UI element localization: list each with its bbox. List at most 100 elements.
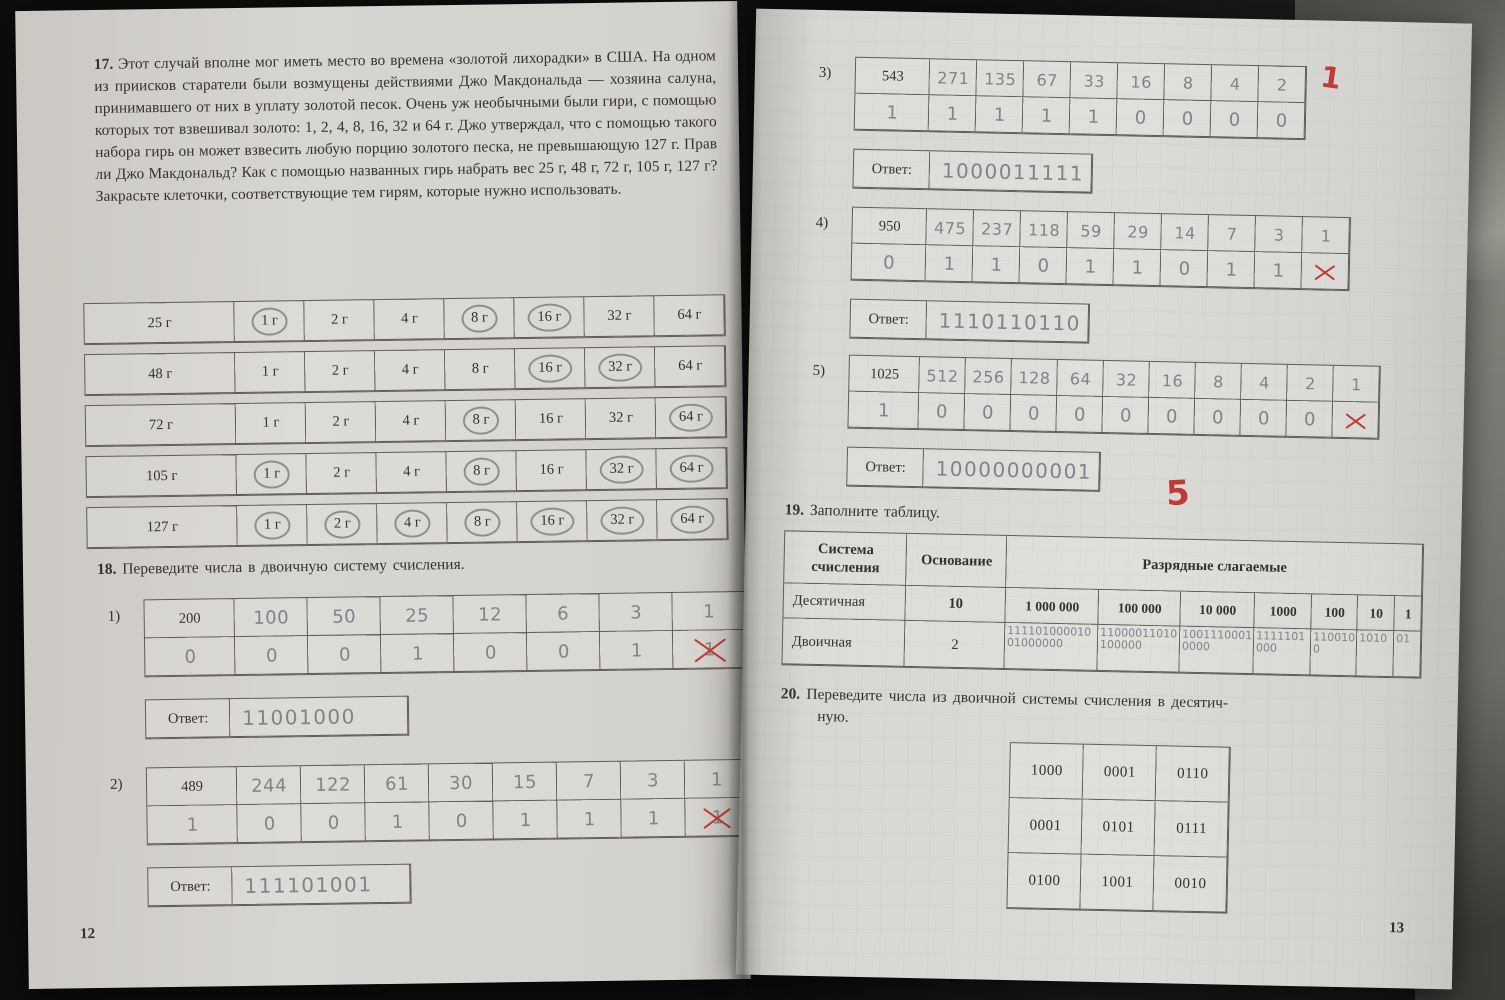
problem-19-number: 19. bbox=[784, 501, 805, 519]
base-cell: 10 bbox=[905, 586, 1006, 623]
weight-cell: 8 г bbox=[446, 451, 517, 492]
bit-value: 0 bbox=[1181, 108, 1194, 130]
bit-value: 1 bbox=[990, 254, 1003, 276]
bit-cell: 0 bbox=[1020, 247, 1068, 284]
half-value-cell: 14 bbox=[1161, 214, 1209, 251]
half-value-cell: 2 bbox=[1258, 66, 1306, 103]
bit-cell: 0 bbox=[237, 804, 302, 843]
bit-value: 0 bbox=[1165, 405, 1178, 428]
bit-value: 0 bbox=[935, 400, 948, 423]
weight-label: 1 г bbox=[262, 414, 280, 431]
given-number-cell: 200 bbox=[144, 599, 235, 638]
bit-value: 1 bbox=[186, 814, 199, 836]
half-value-cell: 237 bbox=[973, 210, 1021, 247]
bit-cell: 1 bbox=[1023, 97, 1071, 134]
bit-value: 0 bbox=[455, 810, 468, 832]
weight-label: 2 г bbox=[333, 464, 351, 481]
problem-18-text: Переведите числа в двоичную систему счис… bbox=[122, 555, 465, 578]
half-value-cell: 30 bbox=[429, 763, 494, 802]
division-table-3: 543 271 135 67 33 16 8 4 2 1 1 1 1 1 0 0 0 0 bbox=[853, 56, 1308, 141]
given-number-cell: 1025 bbox=[849, 356, 920, 393]
weights-table: 25 г 1 г 2 г 4 г 8 г 16 г 32 г 64 г 48 г 1 г 2 … bbox=[83, 294, 729, 558]
bit-cell: 1 bbox=[1207, 251, 1255, 288]
bit-value: 0 bbox=[1037, 255, 1050, 277]
weight-cell: 8 г bbox=[444, 298, 515, 339]
weights-row: 25 г 1 г 2 г 4 г 8 г 16 г 32 г 64 г bbox=[83, 294, 726, 346]
binary-number-cell: 1000 bbox=[1010, 743, 1084, 800]
bit-cell: 0 bbox=[1258, 102, 1306, 139]
half-value-cell: 3 bbox=[599, 593, 673, 632]
weight-label: 4 г bbox=[402, 412, 420, 429]
half-value-cell: 12 bbox=[453, 595, 527, 634]
weight-target: 105 г bbox=[86, 455, 237, 497]
exercise-5-label: 5) bbox=[812, 362, 826, 380]
bit-value: 1 bbox=[993, 104, 1006, 126]
weight-label: 4 г bbox=[403, 463, 421, 480]
weight-label: 16 г bbox=[539, 461, 564, 478]
weight-cell: 32 г bbox=[584, 296, 655, 337]
decimal-term-cell: 10 bbox=[1357, 595, 1395, 631]
half-value-cell: 6 bbox=[526, 594, 600, 633]
weight-label: 32 г bbox=[598, 353, 643, 382]
bit-cell: 0 bbox=[1148, 398, 1195, 435]
binary-number-cell: 0010 bbox=[1153, 856, 1227, 913]
weight-label: 64 г bbox=[670, 505, 715, 534]
bit-value: 1 bbox=[886, 101, 898, 124]
bit-cell: 1 bbox=[557, 800, 622, 839]
bit-value: 1 bbox=[1087, 106, 1100, 128]
half-value-cell: 118 bbox=[1020, 211, 1068, 248]
page-number-left: 12 bbox=[79, 926, 96, 943]
bit-value: 1 bbox=[519, 809, 532, 831]
weights-row: 127 г 1 г 2 г 4 г 8 г 16 г 32 г 64 г bbox=[86, 498, 729, 550]
bit-value: 0 bbox=[1119, 404, 1132, 427]
weight-label: 8 г bbox=[460, 304, 499, 333]
system-name-cell: Десятичная bbox=[783, 583, 906, 621]
half-value-cell: 100 bbox=[234, 598, 308, 637]
bit-value: 1 bbox=[391, 811, 404, 833]
weight-label: 16 г bbox=[538, 410, 564, 427]
bit-cell: 1 bbox=[1113, 249, 1161, 286]
binary-term-cell: 1100100 bbox=[1310, 629, 1357, 676]
bit-cell: 0 bbox=[429, 801, 494, 840]
weight-label: 64 г bbox=[677, 306, 702, 323]
half-value-cell: 1 bbox=[672, 592, 746, 631]
bit-value: 0 bbox=[1228, 109, 1241, 131]
half-value-cell: 7 bbox=[1208, 215, 1256, 252]
weight-label: 32 г bbox=[599, 455, 644, 484]
decimal-term-cell: 1 000 000 bbox=[1005, 588, 1099, 625]
answer-label: Ответ: bbox=[850, 300, 927, 340]
answer-value: 1110110110 bbox=[926, 301, 1089, 342]
half-value-cell: 256 bbox=[965, 358, 1012, 395]
weight-cell: 8 г bbox=[446, 400, 517, 441]
bit-cell: 0 bbox=[1056, 396, 1103, 433]
bit-value: 0 bbox=[1027, 402, 1040, 425]
binary-term-cell: 10011100010000 bbox=[1179, 627, 1254, 675]
half-value-cell: 64 bbox=[1057, 360, 1104, 397]
system-name-cell: Двоичная bbox=[782, 618, 905, 667]
problem-19: 19. Заполните таблицу. bbox=[785, 501, 940, 522]
problem-20-text-line1: Переведите числа из двоичной системы счи… bbox=[806, 685, 1229, 712]
bit-cell: 1 bbox=[1066, 248, 1114, 285]
half-value-cell: 4 bbox=[1241, 364, 1288, 401]
decimal-term-cell: 1000 bbox=[1254, 593, 1312, 629]
decimal-term-cell: 100 000 bbox=[1098, 590, 1181, 627]
weight-cell: 1 г bbox=[234, 301, 305, 342]
weight-label: 1 г bbox=[253, 511, 292, 540]
half-value-cell: 3 bbox=[621, 761, 686, 800]
binary-term-cell: 01 bbox=[1393, 631, 1421, 678]
weight-cell: 1 г bbox=[237, 505, 308, 546]
weight-cell: 64 г bbox=[655, 346, 726, 387]
bit-value: 0 bbox=[484, 641, 497, 664]
exercise-2-label: 2) bbox=[109, 776, 123, 793]
problem-18-number: 18. bbox=[96, 560, 117, 578]
half-value-cell: 50 bbox=[307, 597, 381, 636]
bit-value: 1 bbox=[583, 808, 596, 830]
binary-term-cell: 1111101000 bbox=[1253, 628, 1311, 675]
bit-cell: 1 bbox=[1070, 98, 1118, 135]
weight-cell: 64 г bbox=[657, 499, 728, 540]
bit-cell: 0 bbox=[1160, 250, 1208, 287]
half-value-cell: 8 bbox=[1164, 64, 1212, 101]
